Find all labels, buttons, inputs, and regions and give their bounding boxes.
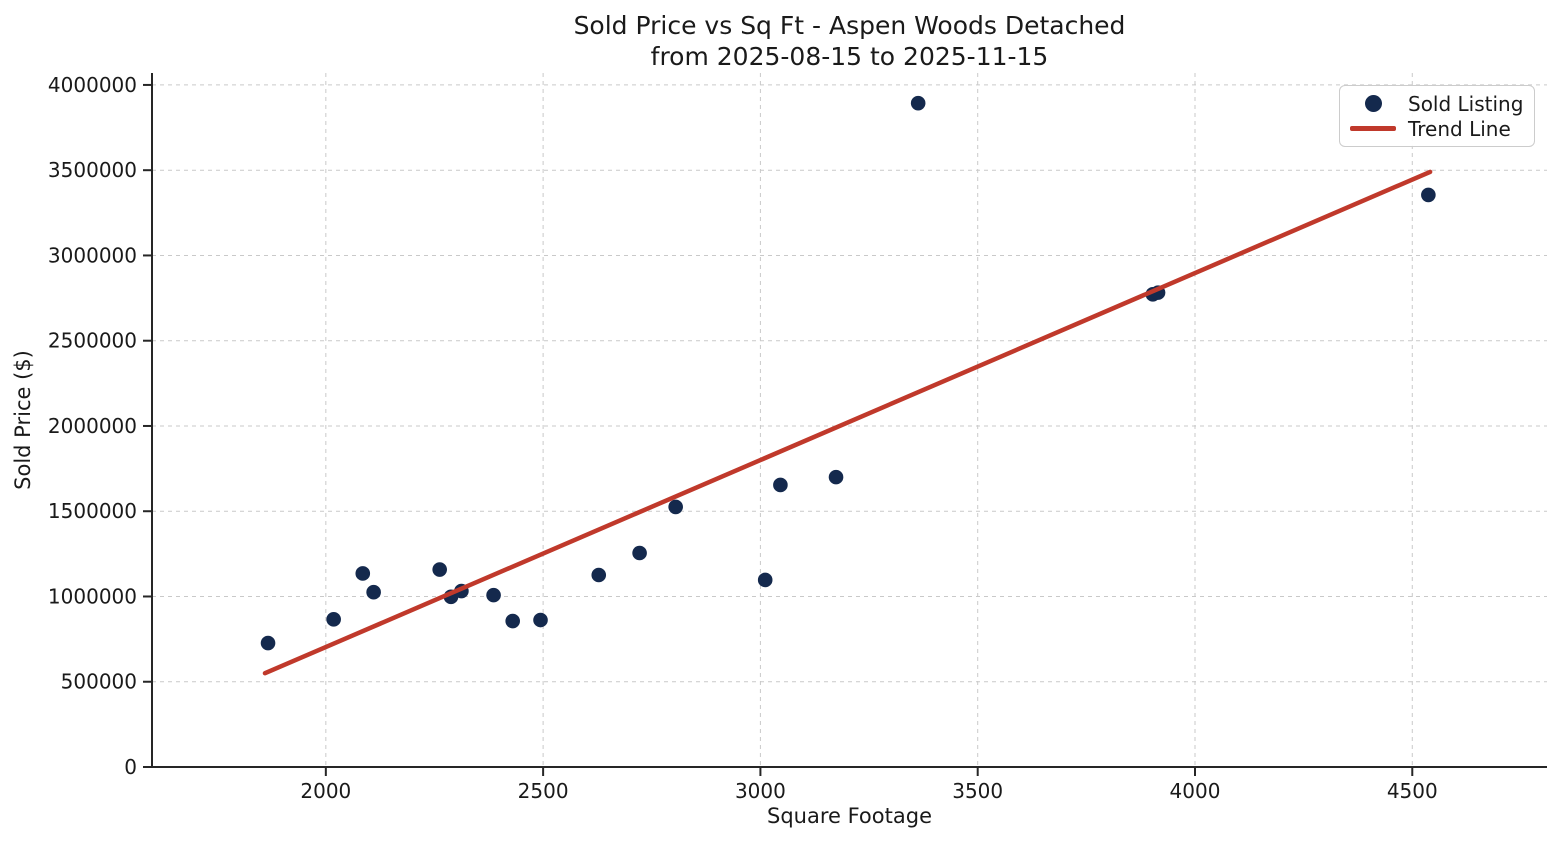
y-tick-label: 2500000 xyxy=(48,329,137,353)
data-point xyxy=(1421,187,1436,203)
data-point xyxy=(366,584,381,600)
data-point xyxy=(486,587,501,603)
data-point xyxy=(757,572,773,588)
x-tick-label: 4000 xyxy=(1170,779,1221,803)
chart-title: Sold Price vs Sq Ft - Aspen Woods Detach… xyxy=(152,10,1547,72)
data-point xyxy=(432,562,447,577)
x-tick-label: 3000 xyxy=(735,779,786,803)
data-point xyxy=(668,499,683,515)
legend-item-trend-line: Trend Line xyxy=(1350,117,1524,141)
chart-title-line1: Sold Price vs Sq Ft - Aspen Woods Detach… xyxy=(573,11,1126,40)
y-tick-label: 1000000 xyxy=(48,584,137,608)
data-point xyxy=(828,469,844,485)
y-tick-label: 2000000 xyxy=(48,414,137,438)
data-point xyxy=(632,545,647,561)
y-tick-label: 3500000 xyxy=(48,158,137,182)
data-point xyxy=(260,635,276,651)
data-point xyxy=(326,612,341,627)
sold-listing-dot-icon xyxy=(1364,95,1382,112)
y-tick-label: 3000000 xyxy=(48,243,137,267)
x-axis-label: Square Footage xyxy=(767,804,932,828)
x-tick-label: 4500 xyxy=(1387,779,1438,803)
data-point xyxy=(591,567,607,583)
data-point xyxy=(773,477,788,493)
legend-marker xyxy=(1350,126,1396,131)
y-tick-label: 1500000 xyxy=(48,499,137,523)
legend-item-sold-listing: Sold Listing xyxy=(1350,92,1524,116)
legend-label-sold-listing: Sold Listing xyxy=(1408,91,1524,116)
legend: Sold Listing Trend Line xyxy=(1339,85,1535,147)
data-point xyxy=(505,613,521,629)
data-point xyxy=(355,566,371,581)
x-tick-label: 3500 xyxy=(952,779,1003,803)
data-point xyxy=(910,95,926,111)
x-tick-label: 2000 xyxy=(300,779,351,803)
y-tick-label: 0 xyxy=(124,755,137,779)
x-tick-label: 2500 xyxy=(518,779,569,803)
legend-label-trend-line: Trend Line xyxy=(1408,116,1511,141)
legend-marker xyxy=(1350,95,1396,112)
trend-line xyxy=(262,169,1433,676)
y-tick-label: 500000 xyxy=(61,670,137,694)
trend-line-icon xyxy=(1350,126,1396,131)
data-point xyxy=(533,612,548,628)
chart-title-line2: from 2025-08-15 to 2025-11-15 xyxy=(650,42,1049,71)
y-tick-label: 4000000 xyxy=(48,73,137,97)
y-axis-label: Sold Price ($) xyxy=(11,350,35,490)
